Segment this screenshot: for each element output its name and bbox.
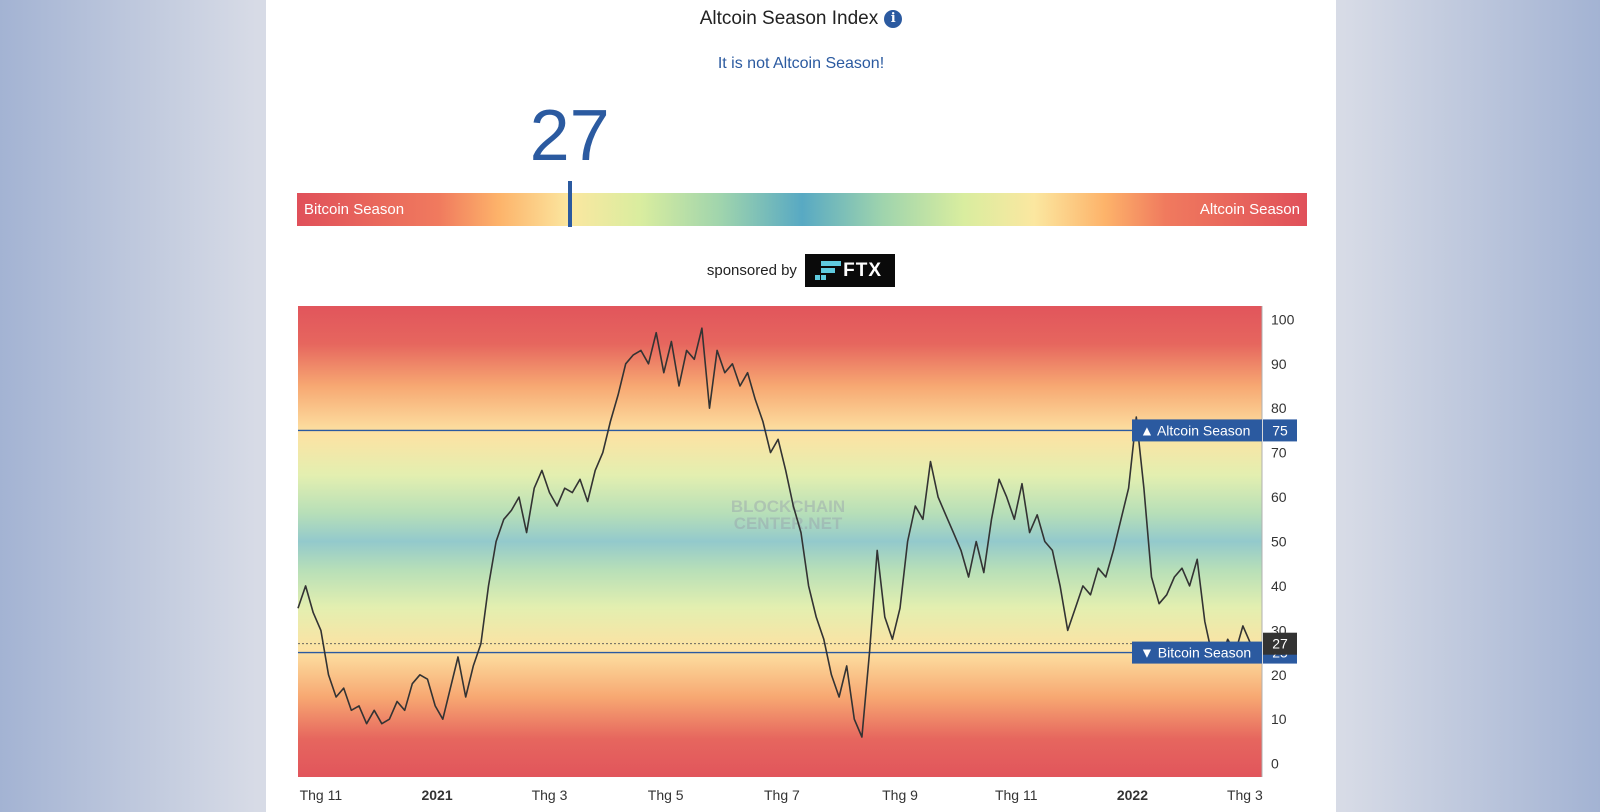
y-tick-label: 40 [1271,578,1287,594]
page-title: Altcoin Season Index [699,8,879,29]
page-title-row: Altcoin Season Index i [266,8,1336,30]
x-tick-label: Thg 11 [300,787,343,803]
x-axis-ticks: Thg 11 2021 Thg 3 Thg 5 Thg 7 Thg 9 Thg 11 2022… [300,787,1263,803]
x-tick-label: Thg 11 [995,787,1038,803]
x-tick-label: 2022 [1117,787,1148,803]
gauge-right-label: Altcoin Season [1199,201,1300,218]
y-tick-label: 0 [1271,756,1279,772]
reference-value-box [1263,419,1297,442]
watermark-text: CENTER.NET [734,514,843,533]
sponsor-row: sponsored by FTX [266,254,1336,287]
gauge-value-marker [567,181,572,227]
y-axis-background [1262,306,1307,777]
x-tick-label: Thg 3 [1227,787,1263,803]
x-tick-label: Thg 5 [648,787,684,803]
y-tick-label: 50 [1271,534,1287,550]
y-tick-label: 100 [1271,311,1295,327]
y-tick-label: 60 [1271,489,1287,505]
ftx-glyph-icon [815,261,842,280]
season-gauge-bar: Bitcoin Season Altcoin Season [297,193,1307,226]
reference-label: ▲ Altcoin Season [1140,422,1250,438]
gauge-left-label: Bitcoin Season [304,201,405,218]
current-value-box [1263,632,1297,655]
ftx-brand-text: FTX [843,260,882,281]
sponsor-text: sponsored by [706,262,797,279]
reference-label-box [1132,419,1262,442]
plot-background [298,306,1262,777]
series-line [297,327,1252,738]
y-tick-label: 70 [1271,445,1287,461]
y-tick-label: 20 [1271,667,1287,683]
reference-lines [298,429,1262,654]
x-tick-label: Thg 3 [532,787,568,803]
y-tick-label: 80 [1271,400,1287,416]
ftx-logo[interactable]: FTX [805,254,896,287]
y-tick-label: 10 [1271,711,1287,727]
current-index-value: 27 [529,96,610,176]
x-tick-label: Thg 9 [882,787,918,803]
x-tick-label: 2021 [421,787,452,803]
reference-label: ▼ Bitcoin Season [1140,645,1251,661]
info-icon[interactable]: i [884,10,903,28]
watermark-text: BLOCKCHAIN [731,497,845,516]
x-tick-label: Thg 7 [764,787,800,803]
reference-value-label: 75 [1272,422,1288,438]
y-tick-label: 90 [1271,356,1287,372]
status-text: It is not Altcoin Season! [717,55,885,72]
current-value-label: 27 [1272,636,1288,652]
reference-label-box [1132,641,1262,664]
